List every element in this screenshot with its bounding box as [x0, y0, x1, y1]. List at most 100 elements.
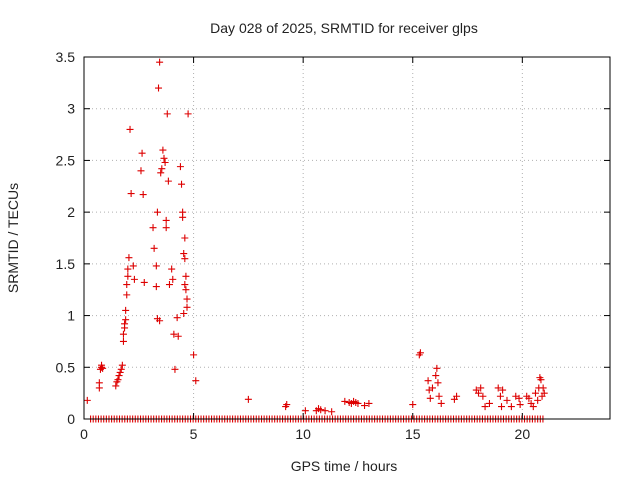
- data-point: [416, 349, 424, 357]
- x-tick-label: 0: [80, 426, 88, 442]
- data-point: [152, 283, 160, 291]
- data-point: [190, 351, 198, 359]
- data-point: [164, 177, 172, 185]
- data-point: [155, 84, 163, 92]
- x-tick-label: 15: [405, 426, 421, 442]
- data-point: [180, 310, 188, 318]
- data-point: [494, 384, 502, 392]
- data-point: [354, 399, 362, 407]
- data-point: [365, 399, 373, 407]
- data-point: [183, 295, 191, 303]
- data-point: [428, 384, 436, 392]
- data-point: [152, 262, 160, 270]
- data-point: [162, 224, 170, 232]
- data-point: [361, 402, 369, 410]
- y-tick-label: 2: [67, 204, 75, 220]
- data-point: [180, 250, 188, 258]
- data-point: [176, 163, 184, 171]
- data-point: [162, 216, 170, 224]
- data-points: [83, 58, 548, 423]
- data-point: [122, 306, 130, 314]
- data-point: [98, 361, 106, 369]
- data-point: [328, 408, 336, 416]
- data-point: [485, 399, 493, 407]
- data-point: [539, 384, 547, 392]
- data-point: [503, 396, 511, 404]
- data-point: [137, 167, 145, 175]
- data-point: [534, 396, 542, 404]
- data-point: [171, 365, 179, 373]
- plot-frame: [83, 56, 611, 420]
- data-point: [119, 337, 127, 345]
- data-point: [160, 154, 168, 162]
- data-point: [432, 372, 440, 380]
- data-point: [150, 244, 158, 252]
- data-point: [481, 403, 489, 411]
- data-point: [168, 265, 176, 273]
- data-point: [475, 389, 482, 397]
- grid-lines: [84, 57, 610, 419]
- data-point: [182, 272, 190, 280]
- data-point: [129, 262, 137, 270]
- data-point: [170, 330, 178, 338]
- data-point: [139, 191, 147, 199]
- data-point: [173, 314, 181, 322]
- data-point: [184, 110, 192, 118]
- axis-ticks: 0 5 10 15 20 0 0.5 1 1.5 2 2.5 3 3.5: [56, 49, 610, 442]
- data-point: [516, 401, 524, 409]
- data-point: [118, 361, 126, 369]
- data-point: [159, 146, 167, 154]
- data-point: [507, 403, 515, 411]
- data-point: [537, 376, 545, 384]
- data-point: [192, 377, 200, 385]
- data-point: [116, 368, 124, 376]
- data-point: [433, 364, 441, 372]
- x-tick-label: 5: [190, 426, 198, 442]
- data-point: [435, 392, 443, 400]
- data-point: [156, 317, 164, 325]
- data-point: [283, 401, 291, 409]
- x-axis-label: GPS time / hours: [291, 458, 398, 474]
- data-point: [409, 401, 417, 409]
- data-point: [183, 303, 191, 311]
- data-point: [122, 316, 130, 324]
- data-point: [123, 291, 131, 299]
- x-tick-label: 10: [295, 426, 311, 442]
- data-point: [165, 281, 173, 289]
- data-point: [149, 224, 157, 232]
- data-point: [182, 286, 190, 294]
- data-point: [437, 399, 445, 407]
- data-point: [95, 379, 103, 387]
- data-point: [156, 58, 164, 66]
- data-point: [158, 165, 166, 173]
- data-point: [496, 392, 504, 400]
- data-point: [123, 281, 131, 289]
- data-point: [341, 397, 349, 405]
- data-point: [426, 394, 434, 402]
- data-point: [181, 281, 189, 289]
- data-point: [317, 406, 325, 414]
- data-point: [540, 389, 548, 397]
- data-point: [321, 407, 329, 415]
- chart-title: Day 028 of 2025, SRMTID for receiver glp…: [210, 20, 478, 36]
- y-tick-label: 3: [67, 101, 75, 117]
- data-point: [114, 376, 122, 384]
- data-point: [126, 125, 134, 133]
- data-point: [499, 386, 507, 394]
- data-point: [179, 213, 187, 221]
- data-point: [525, 394, 533, 402]
- data-point: [124, 265, 132, 273]
- data-point: [301, 407, 309, 415]
- data-point: [138, 149, 146, 157]
- data-point: [161, 158, 169, 166]
- data-point: [163, 110, 171, 118]
- data-point: [244, 395, 252, 403]
- data-point: [477, 384, 485, 392]
- data-point: [121, 320, 129, 328]
- y-tick-label: 2.5: [56, 152, 76, 168]
- y-tick-label: 1.5: [56, 256, 76, 272]
- y-tick-label: 1: [67, 308, 75, 324]
- data-point: [424, 377, 432, 385]
- data-point: [174, 332, 182, 340]
